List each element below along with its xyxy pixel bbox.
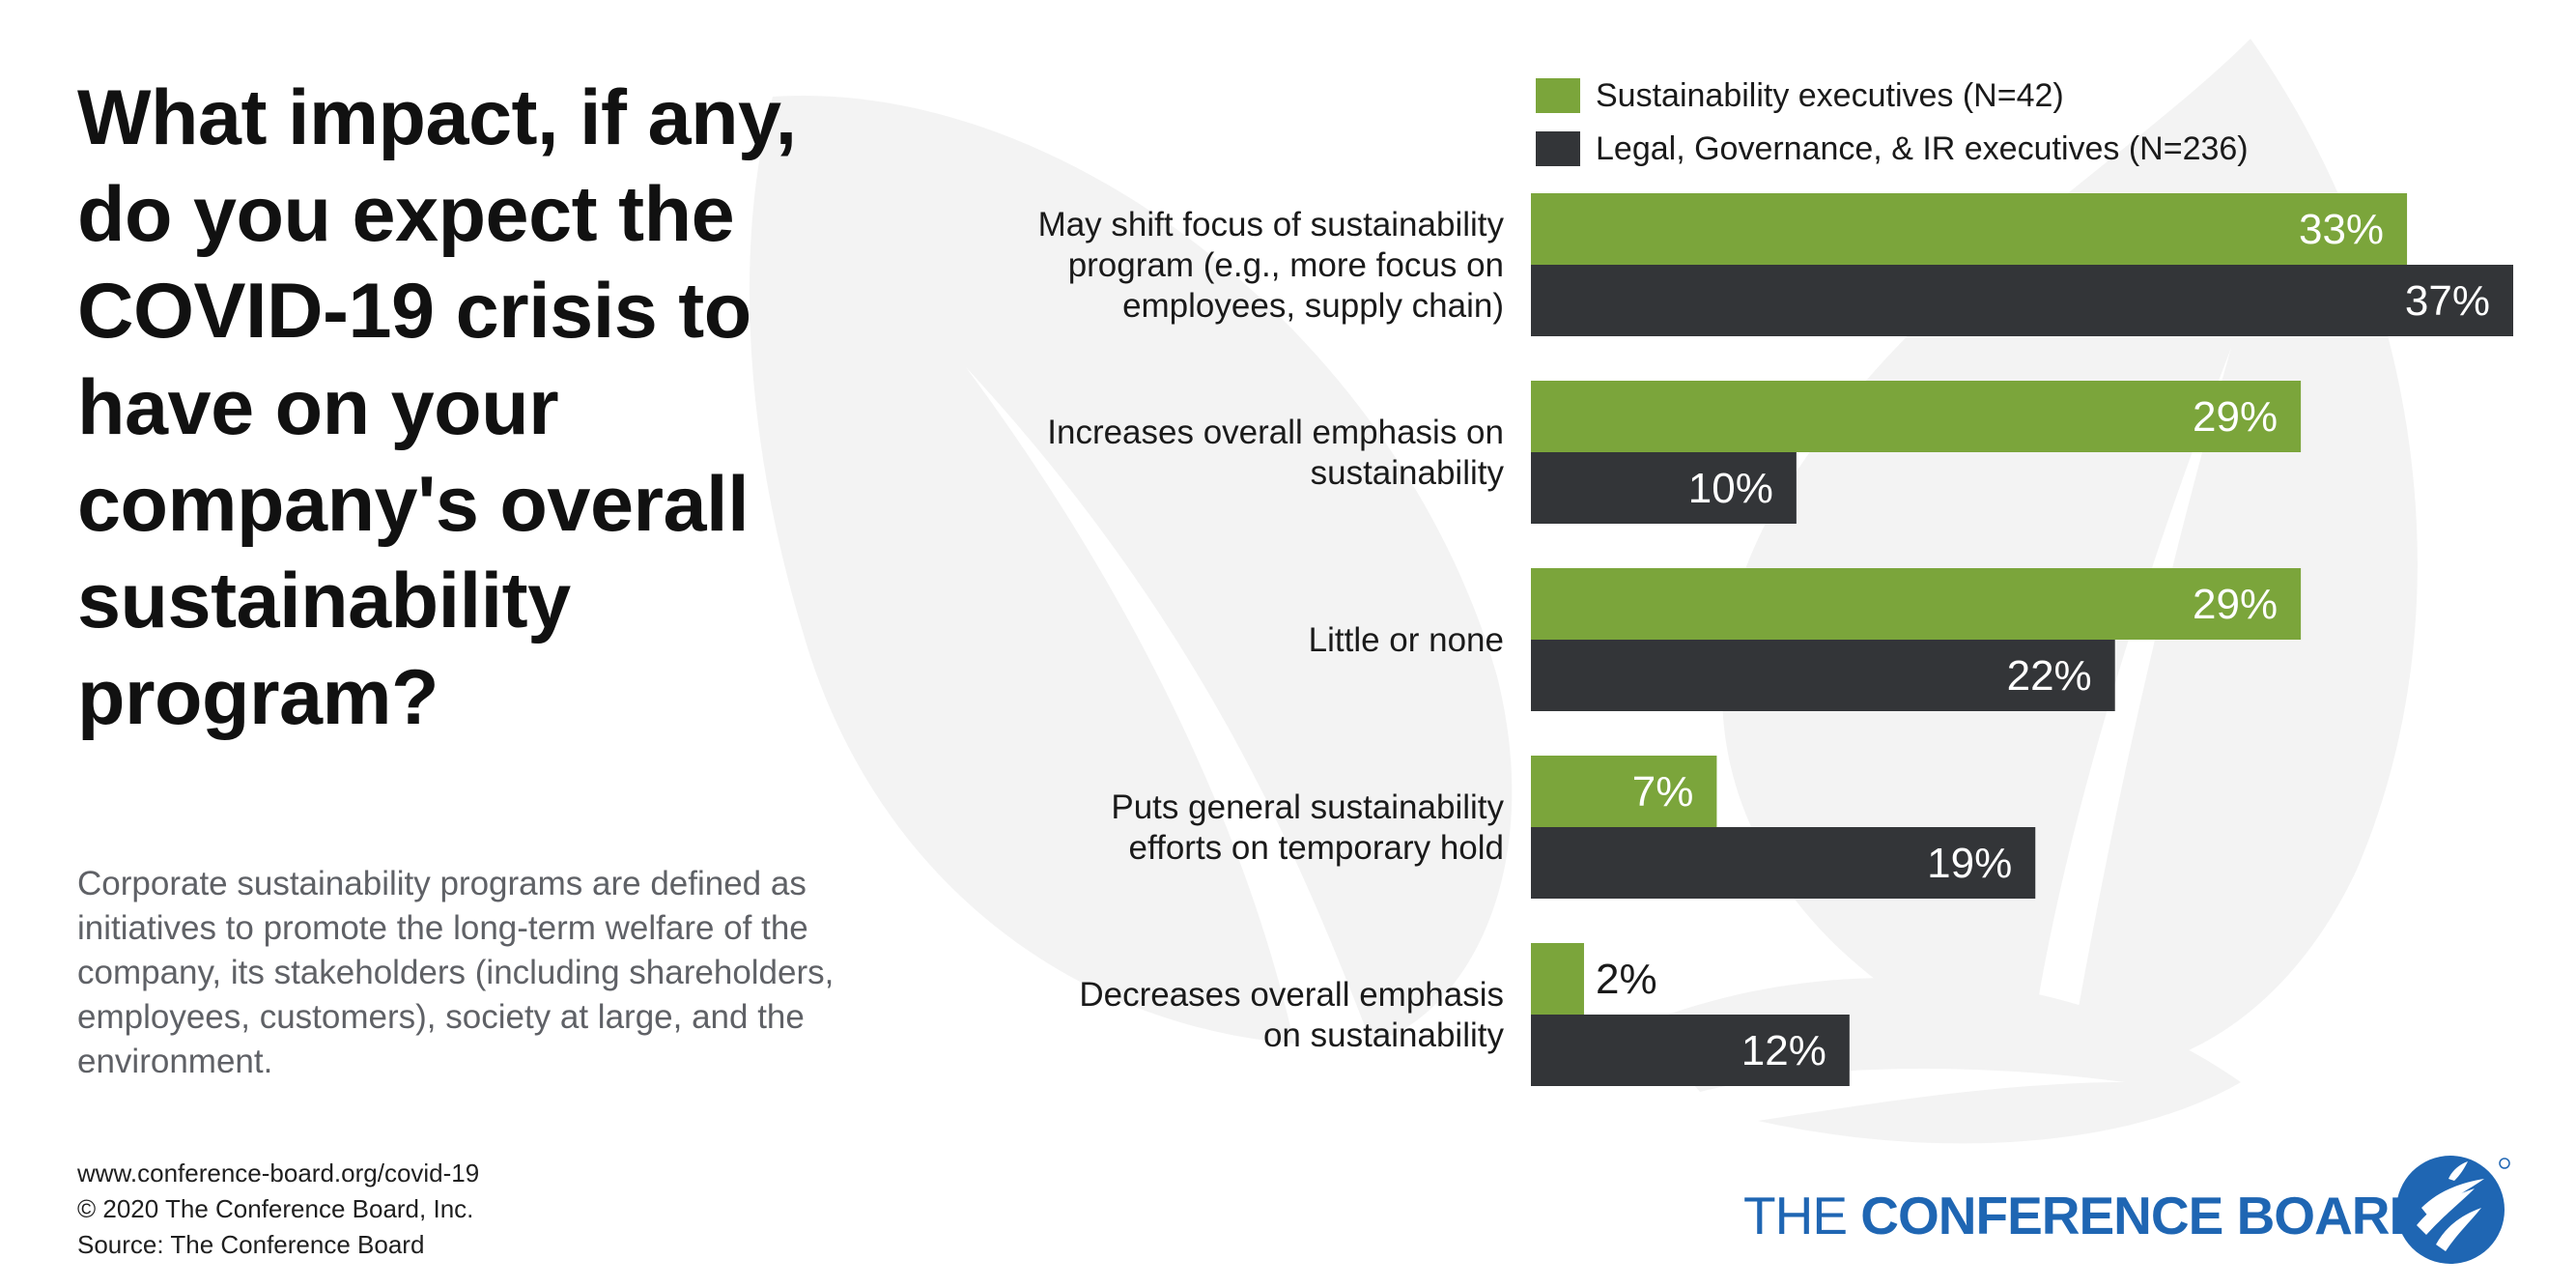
data-label-series-2-3: 22% xyxy=(2007,652,2092,700)
footer-copyright: © 2020 The Conference Board, Inc. xyxy=(77,1194,474,1223)
legend-item-series-2: Legal, Governance, & IR executives (N=23… xyxy=(1536,125,2249,173)
bar-series-2-2 xyxy=(1531,452,1797,524)
category-label-3: Little or none xyxy=(1309,621,1504,659)
category-label-line: employees, supply chain) xyxy=(1122,287,1504,325)
data-label-series-1-3: 29% xyxy=(2193,581,2278,628)
bar-series-2-3 xyxy=(1531,640,2115,711)
category-label-2: Increases overall emphasis on sustainabil… xyxy=(1047,414,1504,492)
legend-label-series-1: Sustainability executives (N=42) xyxy=(1596,76,2064,114)
category-label-line: Increases overall emphasis on xyxy=(1047,414,1504,451)
data-label-series-2-1: 37% xyxy=(2405,277,2490,325)
conference-board-logo[interactable]: THE CONFERENCE BOARD xyxy=(1743,1150,2516,1266)
bar-series-1-1 xyxy=(1531,193,2408,265)
category-label-line: program (e.g., more focus on xyxy=(1068,246,1504,284)
logo-wordmark: THE CONFERENCE BOARD xyxy=(1743,1185,2427,1246)
leaf-shape-left xyxy=(750,95,1513,1045)
logo-text-bold: CONFERENCE BOARD xyxy=(1860,1186,2427,1245)
data-label-series-1-5: 2% xyxy=(1596,956,1657,1003)
data-label-series-1-2: 29% xyxy=(2193,393,2278,441)
torch-globe-icon xyxy=(2396,1156,2510,1264)
category-label-line: on sustainability xyxy=(1263,1016,1505,1054)
footer-source: Source: The Conference Board xyxy=(77,1230,425,1259)
category-label-line: Little or none xyxy=(1309,621,1504,659)
chart-legend: Sustainability executives (N=42) Legal, … xyxy=(1536,72,2249,178)
category-label-line: Decreases overall emphasis xyxy=(1079,976,1504,1014)
data-label-series-2-4: 19% xyxy=(1927,840,2012,887)
category-label-4: Puts general sustainability efforts on te… xyxy=(1111,788,1504,867)
bar-series-1-2 xyxy=(1531,381,2302,452)
bar-series-2-4 xyxy=(1531,827,2036,899)
legend-item-series-1: Sustainability executives (N=42) xyxy=(1536,72,2249,120)
logo-text-light: THE xyxy=(1743,1186,1861,1245)
data-label-series-2-2: 10% xyxy=(1688,465,1773,512)
category-label-5: Decreases overall emphasis on sustainabil… xyxy=(1079,976,1504,1054)
data-label-series-1-1: 33% xyxy=(2299,206,2384,253)
definition-text: Corporate sustainability programs are de… xyxy=(77,865,835,1080)
bar-series-1-4 xyxy=(1531,756,1717,827)
category-label-line: efforts on temporary hold xyxy=(1129,829,1504,867)
legend-swatch-series-1 xyxy=(1536,78,1580,113)
category-label-line: sustainability xyxy=(1311,454,1505,492)
bar-series-1-5 xyxy=(1531,943,1584,1015)
data-label-series-1-4: 7% xyxy=(1632,768,1694,816)
data-label-series-2-5: 12% xyxy=(1741,1027,1826,1074)
legend-swatch-series-2 xyxy=(1536,131,1580,166)
bar-series-2-1 xyxy=(1531,265,2513,336)
category-label-1: May shift focus of sustainability program… xyxy=(1038,206,1505,325)
footer-url[interactable]: www.conference-board.org/covid-19 xyxy=(77,1159,480,1188)
category-label-line: May shift focus of sustainability xyxy=(1038,206,1505,243)
bar-series-1-3 xyxy=(1531,568,2302,640)
bar-series-2-5 xyxy=(1531,1015,1850,1086)
category-label-line: Puts general sustainability xyxy=(1111,788,1504,826)
footer: www.conference-board.org/covid-19 © 2020… xyxy=(77,1156,479,1263)
legend-label-series-2: Legal, Governance, & IR executives (N=23… xyxy=(1596,129,2249,167)
question-heading: What impact, if any, do you expect the C… xyxy=(77,74,797,741)
